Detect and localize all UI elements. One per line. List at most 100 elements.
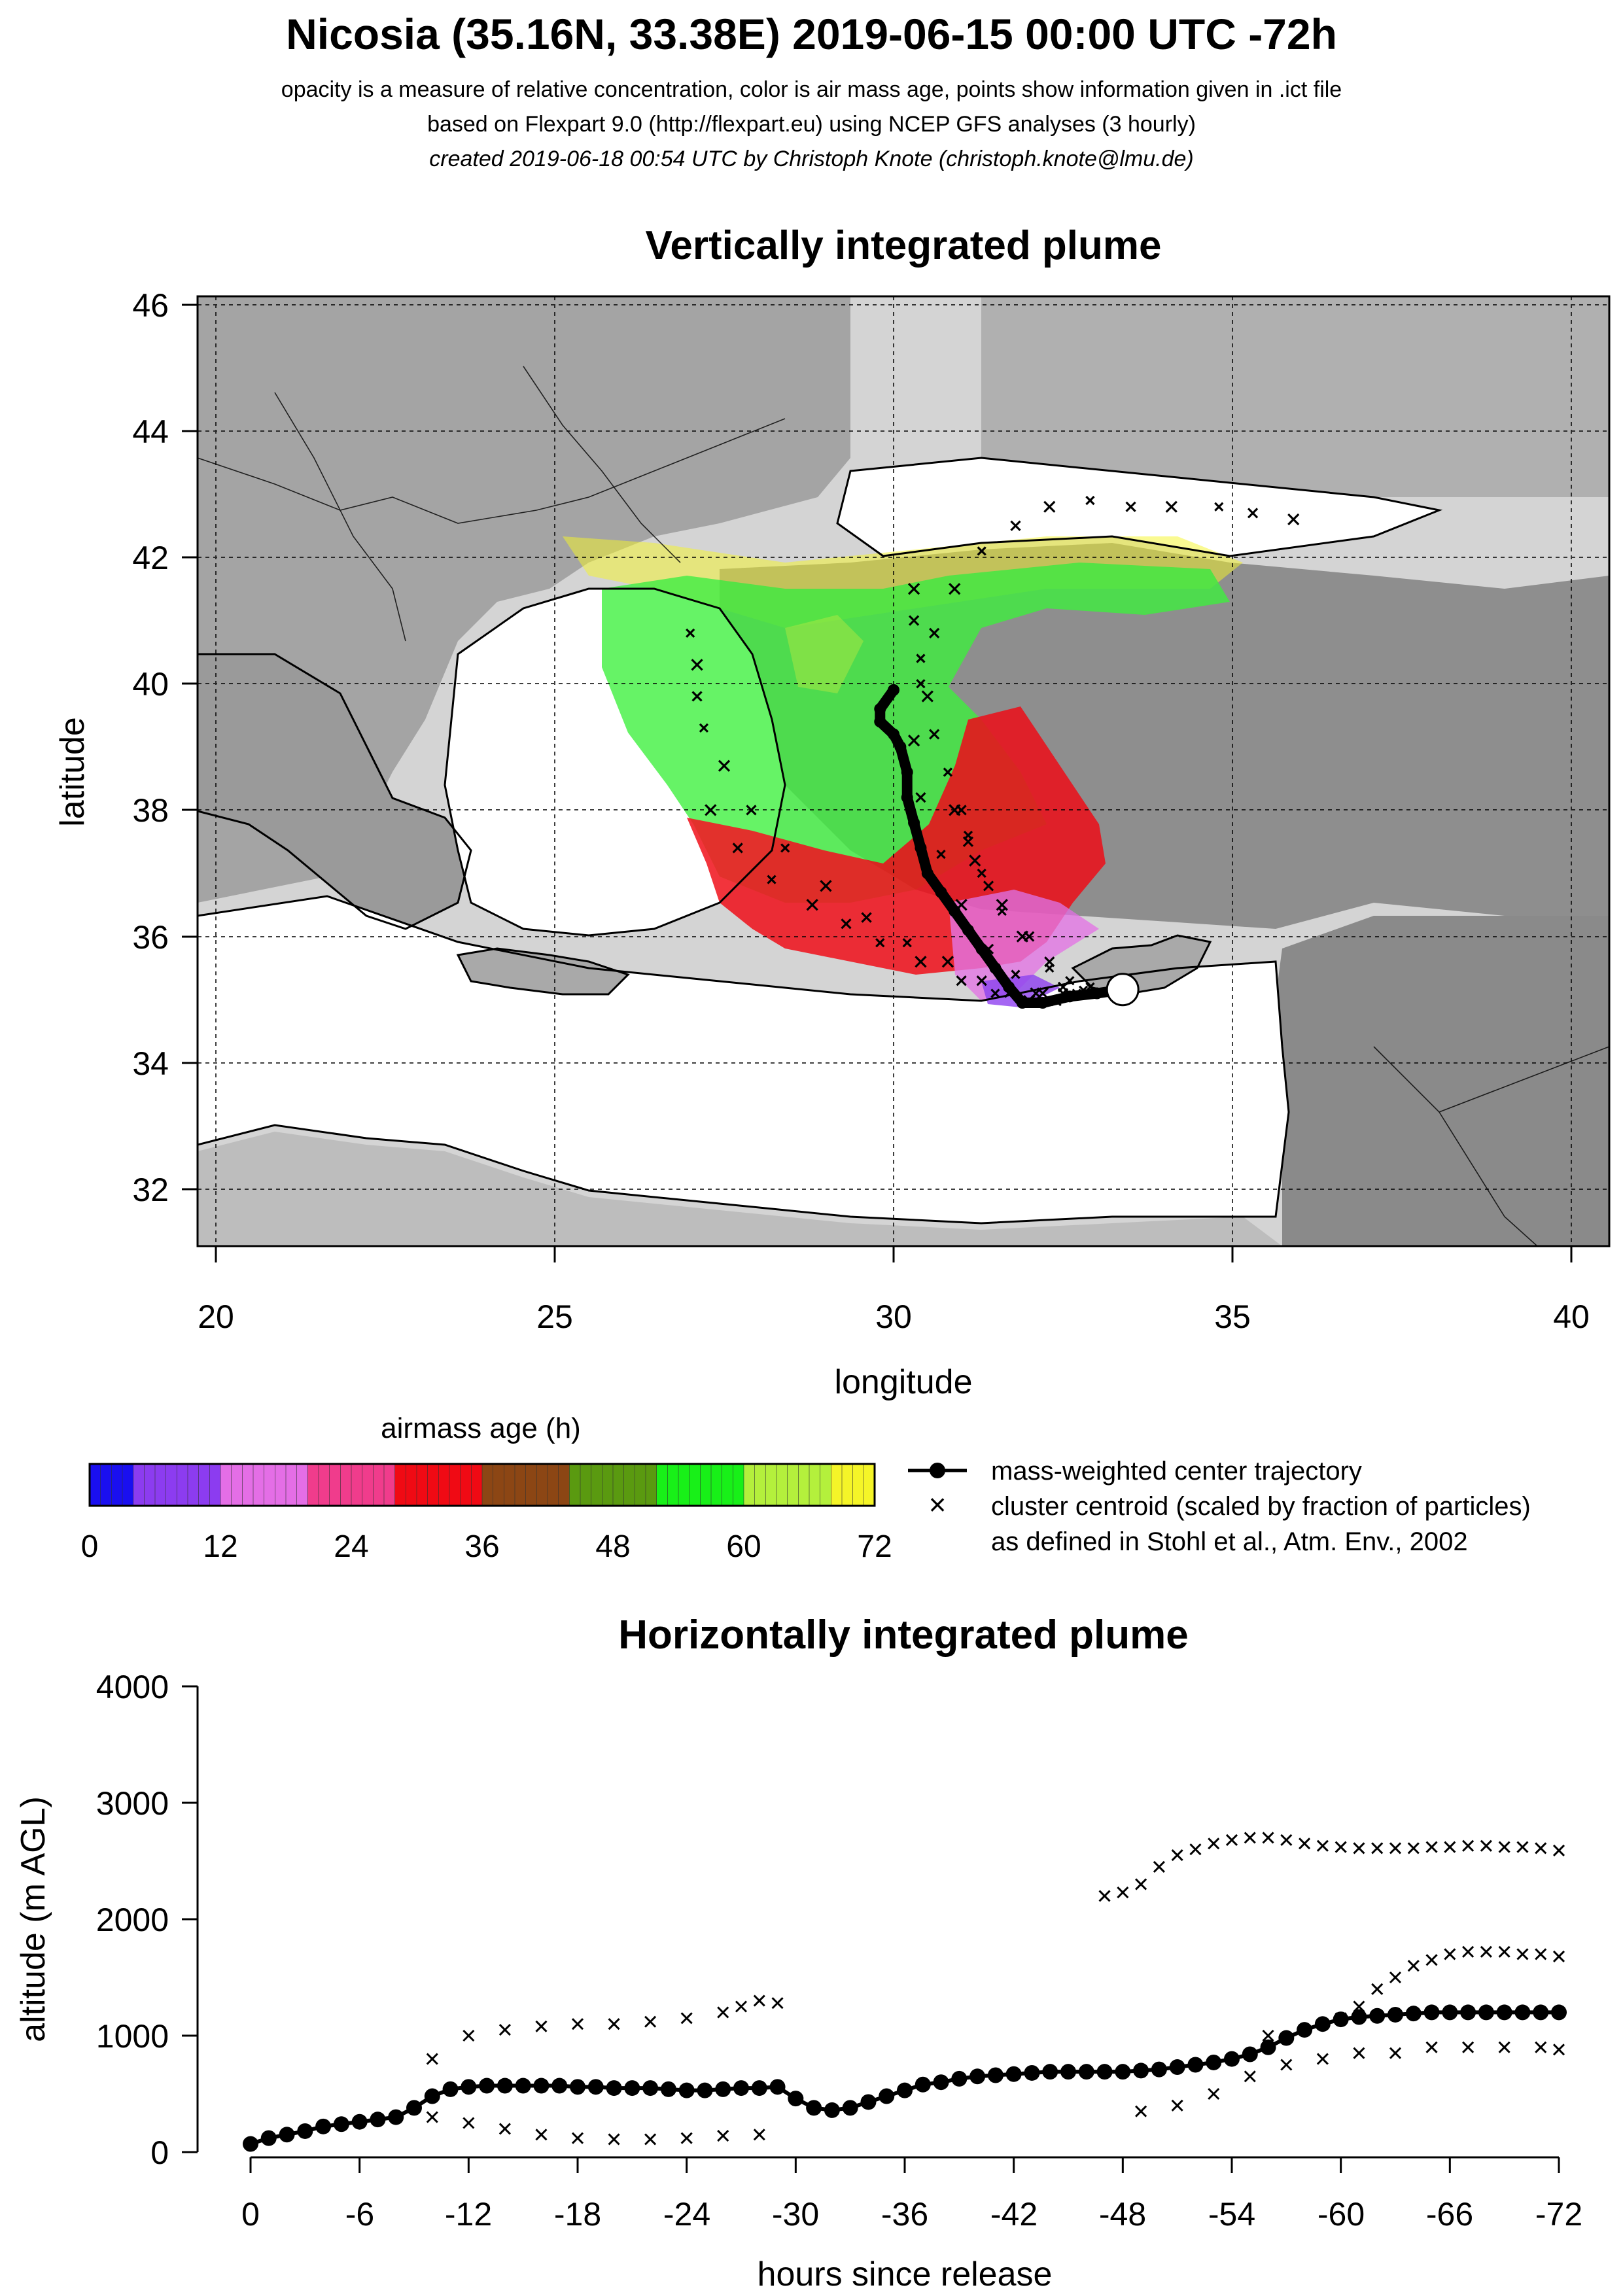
profile-cluster-centroid bbox=[1516, 1948, 1529, 1960]
colorbar-swatch bbox=[514, 1463, 527, 1506]
profile-ytick-label: 3000 bbox=[96, 1785, 169, 1822]
profile-center-trajectory-point bbox=[1478, 2004, 1494, 2021]
profile-center-trajectory-point bbox=[678, 2082, 695, 2098]
map-center-trajectory-point bbox=[908, 816, 920, 829]
map-xtick-label: 40 bbox=[1553, 1298, 1590, 1335]
map-title: Vertically integrated plume bbox=[645, 223, 1161, 268]
colorbar-swatch bbox=[89, 1463, 101, 1506]
profile-center-trajectory-point bbox=[1005, 2066, 1022, 2082]
profile-cluster-centroid bbox=[1189, 1843, 1202, 1856]
profile-cluster-centroid bbox=[1389, 2047, 1402, 2059]
map-grid bbox=[198, 296, 1609, 1246]
profile-cluster-centroid bbox=[680, 2012, 693, 2025]
profile-center-trajectory-point bbox=[824, 2102, 840, 2118]
profile-xtick-label: -12 bbox=[445, 2196, 492, 2233]
profile-center-trajectory-point bbox=[406, 2100, 422, 2116]
map-cluster-centroid bbox=[780, 843, 790, 853]
map-cluster-centroid bbox=[1287, 513, 1300, 526]
profile-xtick-label: -66 bbox=[1426, 2196, 1473, 2233]
colorbar-swatch bbox=[144, 1463, 156, 1506]
profile-cluster-centroid bbox=[771, 1997, 784, 2009]
profile-center-trajectory-point bbox=[388, 2109, 404, 2125]
map-ytick-label: 32 bbox=[132, 1172, 169, 1208]
colorbar-swatch bbox=[340, 1463, 352, 1506]
map-center-trajectory-point bbox=[1003, 981, 1015, 993]
profile-center-trajectory-point bbox=[461, 2079, 477, 2095]
map-cluster-centroid bbox=[1085, 495, 1095, 506]
map-center-trajectory-point bbox=[1064, 990, 1076, 1003]
map-cluster-centroid bbox=[976, 975, 987, 986]
release-point-marker bbox=[1106, 973, 1140, 1007]
colorbar-swatch bbox=[852, 1463, 865, 1506]
profile-cluster-centroid bbox=[1117, 1886, 1129, 1899]
colorbar-swatch bbox=[481, 1463, 494, 1506]
colorbar-swatch bbox=[743, 1463, 756, 1506]
profile-cluster-centroid bbox=[1316, 2053, 1329, 2065]
profile-xtick-label: 0 bbox=[241, 2196, 260, 2233]
profile-cluster-centroid bbox=[1389, 1842, 1402, 1854]
land-cyprus bbox=[1073, 935, 1210, 994]
colorbar-ticks: 0 12 24 36 48 60 72 bbox=[81, 1529, 892, 1564]
profile-center-trajectory-point bbox=[315, 2118, 332, 2134]
profile-cluster-centroid bbox=[1280, 2059, 1293, 2071]
profile-cluster-centroid bbox=[1244, 1832, 1256, 1844]
map-cluster-centroid bbox=[908, 615, 920, 626]
profile-ytick-label: 2000 bbox=[96, 1902, 169, 1938]
colorbar-swatch bbox=[460, 1463, 472, 1506]
profile-center-trajectory-point bbox=[1314, 2016, 1331, 2032]
profile-center-trajectory-point bbox=[1333, 2011, 1349, 2028]
profile-center-trajectory-point bbox=[1060, 2064, 1076, 2080]
profile-xtick-label: -54 bbox=[1208, 2196, 1255, 2233]
profile-cluster-centroid bbox=[1353, 1842, 1365, 1854]
profile-center-trajectory-point bbox=[1496, 2004, 1512, 2021]
colorbar-frame bbox=[88, 1463, 876, 1507]
profile-cluster-centroid bbox=[1299, 1837, 1311, 1850]
profile-cluster-centroid bbox=[1552, 2044, 1565, 2056]
profile-cluster-centroid bbox=[1498, 1841, 1510, 1853]
profile-center-trajectory-point bbox=[806, 2100, 822, 2116]
map-center-trajectory-point bbox=[1091, 987, 1103, 1000]
profile-cluster-centroid bbox=[1407, 1960, 1420, 1972]
profile-center-trajectory-point bbox=[1133, 2062, 1149, 2079]
map-cluster-centroid bbox=[996, 899, 1008, 911]
colorbar-swatch bbox=[198, 1463, 211, 1506]
colorbar-swatch bbox=[438, 1463, 450, 1506]
map-cluster-centroid bbox=[929, 729, 940, 740]
profile-center-trajectory-point bbox=[1405, 2006, 1422, 2022]
map-y-axis-label: latitude bbox=[54, 717, 92, 827]
profile-xtick-label: -36 bbox=[881, 2196, 928, 2233]
map-cluster-centroid bbox=[699, 723, 709, 733]
profile-x-axis: 0 -6 -12 -18 -24 -30 -36 -42 -48 -54 -60… bbox=[241, 2156, 1582, 2293]
colorbar-swatch bbox=[776, 1463, 788, 1506]
map-cluster-centroid bbox=[686, 628, 695, 638]
map-center-trajectory-point bbox=[921, 867, 934, 879]
profile-cluster-centroid bbox=[1480, 1945, 1492, 1958]
colorbar-swatch bbox=[864, 1463, 875, 1506]
profile-cluster-centroid bbox=[426, 2053, 438, 2065]
colorbar-swatch bbox=[427, 1463, 440, 1506]
profile-cluster-centroid bbox=[1280, 1834, 1293, 1847]
profile-center-trajectory-point bbox=[933, 2074, 949, 2091]
map-center-trajectory-point bbox=[915, 842, 927, 854]
profile-cluster-centroid bbox=[1535, 2041, 1547, 2053]
profile-center-trajectory-point bbox=[969, 2068, 986, 2085]
map-cluster-centroid bbox=[943, 767, 953, 777]
colorbar-swatch bbox=[406, 1463, 417, 1506]
profile-xtick-label: -72 bbox=[1535, 2196, 1582, 2233]
profile-center-trajectory-point bbox=[1423, 2004, 1440, 2021]
map-center-trajectory-point bbox=[962, 924, 974, 936]
profile-cluster-centroid bbox=[535, 2129, 548, 2141]
colorbar-swatch bbox=[231, 1463, 243, 1506]
coastlines bbox=[198, 457, 1443, 1225]
colorbar-swatch bbox=[525, 1463, 538, 1506]
map-cluster-centroid bbox=[1045, 963, 1055, 973]
profile-cluster-centroid bbox=[1262, 2029, 1274, 2042]
svg-text:×: × bbox=[929, 1487, 947, 1522]
profile-cluster-centroid bbox=[1425, 1841, 1438, 1853]
colorbar-tick: 24 bbox=[334, 1529, 368, 1564]
colorbar-swatch bbox=[307, 1463, 319, 1506]
map-cluster-centroid bbox=[691, 691, 703, 702]
profile-center-trajectory-point bbox=[860, 2094, 877, 2110]
map-xtick-label: 30 bbox=[875, 1298, 912, 1335]
profile-center-trajectory-point bbox=[1242, 2046, 1258, 2062]
